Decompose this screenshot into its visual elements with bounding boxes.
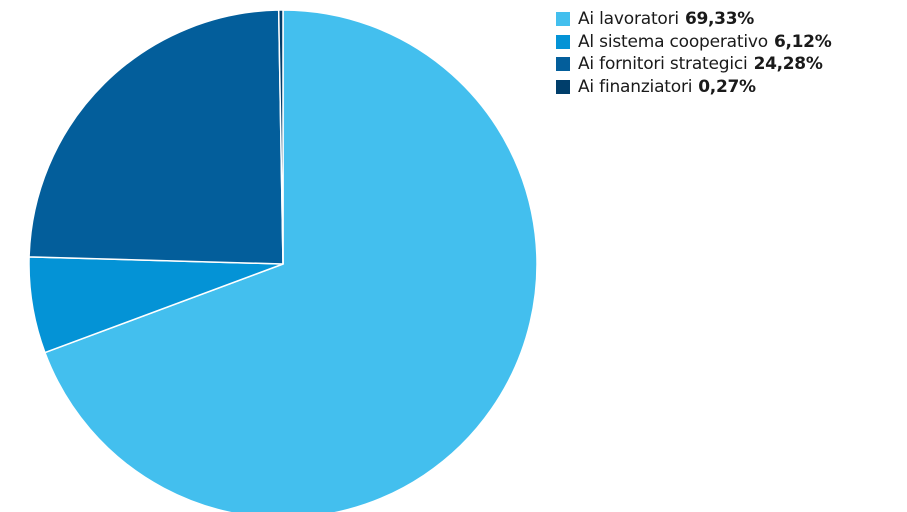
pie-slice-finanziatori (277, 9, 284, 265)
legend-swatch (556, 79, 570, 94)
legend-label: Ai lavoratori (578, 9, 679, 30)
legend-label: Al sistema cooperativo (578, 31, 768, 52)
legend-value: 6,12% (773, 31, 832, 52)
legend-item-fornitori-strategici: Ai fornitori strategici 24,28% (556, 53, 831, 76)
chart-legend: Ai lavoratori 69,33% Al sistema cooperat… (556, 8, 832, 99)
legend-label: Ai fornitori strategici (578, 54, 748, 75)
legend-swatch (556, 12, 570, 27)
legend-item-finanziatori: Ai finanziatori 0,27% (556, 76, 831, 99)
legend-value: 69,33% (684, 9, 754, 30)
legend-item-sistema-cooperativo: Al sistema cooperativo 6,12% (556, 31, 832, 54)
legend-value: 0,27% (698, 76, 756, 97)
pie-chart (28, 9, 538, 512)
legend-swatch (556, 34, 570, 49)
pie-slice-fornitori-strategici (28, 9, 284, 265)
pie-slice-lavoratori (44, 9, 538, 512)
legend-value: 24,28% (753, 54, 823, 75)
legend-swatch (556, 57, 570, 72)
legend-label: Ai finanziatori (578, 76, 693, 97)
legend-item-lavoratori: Ai lavoratori 69,33% (556, 8, 831, 31)
